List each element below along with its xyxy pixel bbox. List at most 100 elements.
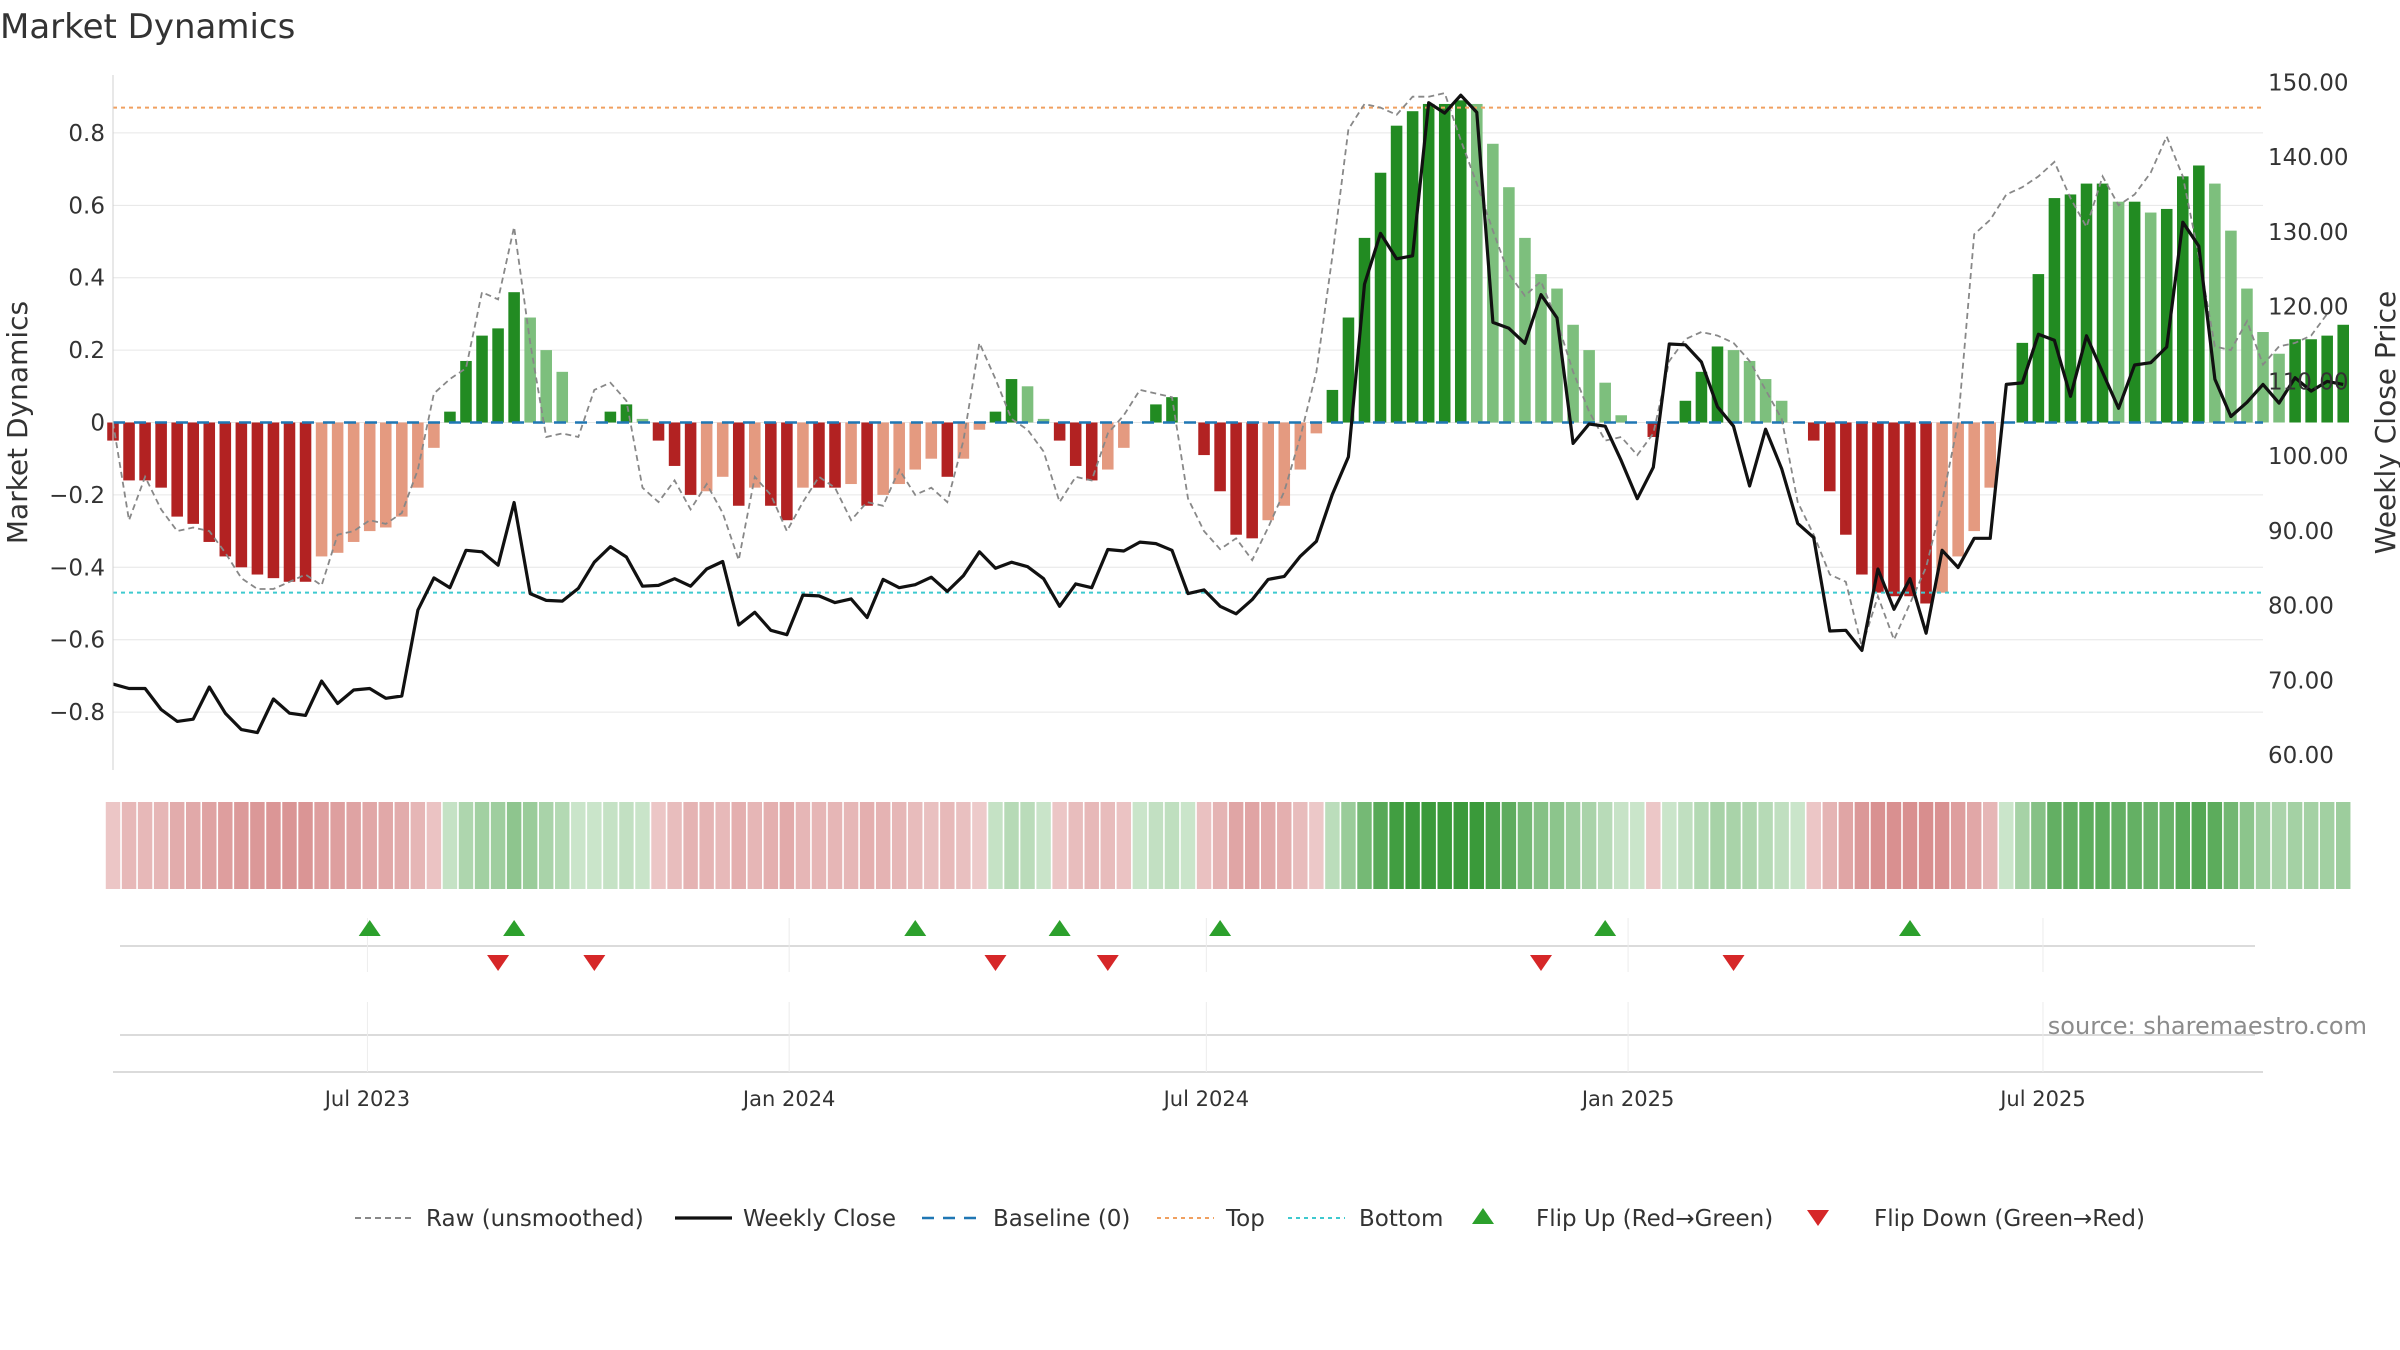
regime-cell — [378, 802, 393, 889]
regime-cell — [1261, 802, 1276, 889]
dynamics-bar — [2160, 208, 2173, 423]
dynamics-bar — [636, 418, 649, 423]
regime-cell — [2223, 802, 2239, 889]
regime-cell — [1806, 802, 1821, 889]
flip-down-marker — [583, 955, 606, 971]
regime-cell — [394, 802, 410, 889]
dynamics-bar — [749, 422, 761, 488]
dynamics-bar — [1310, 422, 1323, 434]
dynamics-bar — [1406, 111, 1419, 423]
right-axis-ticks: 150.00 140.00 130.00 120.00 110.00 100.00 90.0… — [2268, 70, 2348, 769]
legend-item: Flip Down (Green→Red) — [1807, 1206, 2145, 1232]
regime-cell — [1854, 802, 1870, 889]
regime-cell — [1084, 802, 1099, 889]
dynamics-bar — [845, 422, 857, 485]
dynamics-bar — [941, 422, 954, 477]
regime-cell — [2095, 802, 2110, 889]
regime-cell — [1020, 802, 1035, 889]
regime-cell — [1212, 802, 1228, 889]
dynamics-bar — [781, 422, 793, 521]
dynamics-bar — [652, 422, 665, 441]
regime-cell — [1597, 802, 1613, 889]
regime-cell — [1902, 802, 1918, 889]
regime-cell — [956, 802, 971, 889]
regime-cell — [2159, 802, 2174, 889]
regime-cell — [1485, 802, 1501, 889]
dynamics-bar — [1551, 288, 1563, 423]
regime-cell — [1100, 802, 1115, 889]
regime-cell — [683, 802, 698, 889]
regime-cell — [1052, 802, 1067, 889]
regime-cell — [298, 802, 313, 889]
dynamics-bar — [877, 422, 889, 495]
right-tick-label: 140.00 — [2268, 145, 2348, 171]
dynamics-bar — [1904, 422, 1916, 597]
dynamics-bar — [1856, 422, 1868, 575]
dynamics-bar — [813, 422, 825, 488]
source-note: source: sharemaestro.com — [2048, 1012, 2367, 1040]
regime-cell — [875, 802, 891, 889]
regime-cell — [1501, 802, 1517, 889]
dynamics-bar — [171, 422, 183, 517]
dynamics-bar — [2048, 198, 2061, 423]
regime-cell — [795, 802, 811, 889]
regime-cell — [908, 802, 923, 889]
dynamics-bar — [989, 411, 1002, 423]
left-tick-label: 0.4 — [68, 266, 105, 292]
regime-cell — [1116, 802, 1132, 889]
dynamics-bar — [235, 422, 248, 568]
dynamics-bar — [379, 422, 392, 528]
dynamics-bar — [1230, 422, 1242, 535]
dynamics-bar — [363, 422, 376, 532]
dynamics-bar — [1102, 422, 1114, 470]
regime-cell — [1196, 802, 1212, 889]
regime-cell — [827, 802, 843, 889]
dynamics-bar — [331, 422, 344, 553]
regime-cell — [2063, 802, 2078, 889]
regime-cell — [1549, 802, 1565, 889]
dynamics-bar — [1984, 422, 1997, 488]
main-panel: 0.8 0.6 0.4 0.2 0 −0.2 −0.4 −0.6 −0.8 150.00 140.… — [1, 70, 2400, 770]
regime-cell — [1533, 802, 1549, 889]
regime-cell — [763, 802, 779, 889]
regime-cell — [2111, 802, 2126, 889]
flip-up-marker — [1899, 920, 1922, 936]
regime-cell — [2239, 802, 2255, 889]
dynamics-bar — [716, 422, 729, 477]
regime-cell — [667, 802, 682, 889]
regime-cell — [1565, 802, 1581, 889]
dynamics-bar — [2144, 212, 2157, 423]
regime-cell — [1630, 802, 1645, 889]
dynamics-bar — [1487, 143, 1499, 423]
dynamics-bar — [556, 371, 569, 423]
dynamics-bar — [732, 422, 745, 506]
dynamics-bar — [1358, 237, 1371, 423]
regime-cell — [2336, 802, 2351, 889]
dynamics-bar — [1920, 422, 1932, 604]
dynamics-bar — [1374, 172, 1387, 423]
dynamics-bar — [1166, 397, 1178, 423]
regime-cell — [2191, 802, 2207, 889]
legend-swatch-flip-up — [1472, 1208, 1494, 1224]
regime-cell — [490, 802, 506, 889]
flip-up-marker — [904, 920, 927, 936]
dynamics-bar — [829, 422, 841, 488]
legend-label: Flip Up (Red→Green) — [1536, 1206, 1773, 1232]
dynamics-bar — [1246, 422, 1258, 539]
regime-cell — [1774, 802, 1789, 889]
regime-cell — [266, 802, 281, 889]
regime-cell — [1838, 802, 1854, 889]
dynamics-bar — [2177, 176, 2189, 423]
dynamics-bar — [396, 422, 408, 517]
right-tick-label: 130.00 — [2268, 220, 2348, 246]
legend-label: Raw (unsmoothed) — [426, 1206, 644, 1232]
dynamics-bar — [1599, 382, 1611, 423]
dynamics-bar — [2321, 335, 2333, 423]
dynamics-bar — [1294, 422, 1307, 470]
regime-cell — [843, 802, 859, 889]
dynamics-bar — [2337, 324, 2349, 423]
chart-title: Market Dynamics — [0, 7, 295, 47]
flip-down-marker — [1096, 955, 1119, 971]
dynamics-bar — [2289, 339, 2301, 423]
dynamics-bar — [412, 422, 424, 488]
